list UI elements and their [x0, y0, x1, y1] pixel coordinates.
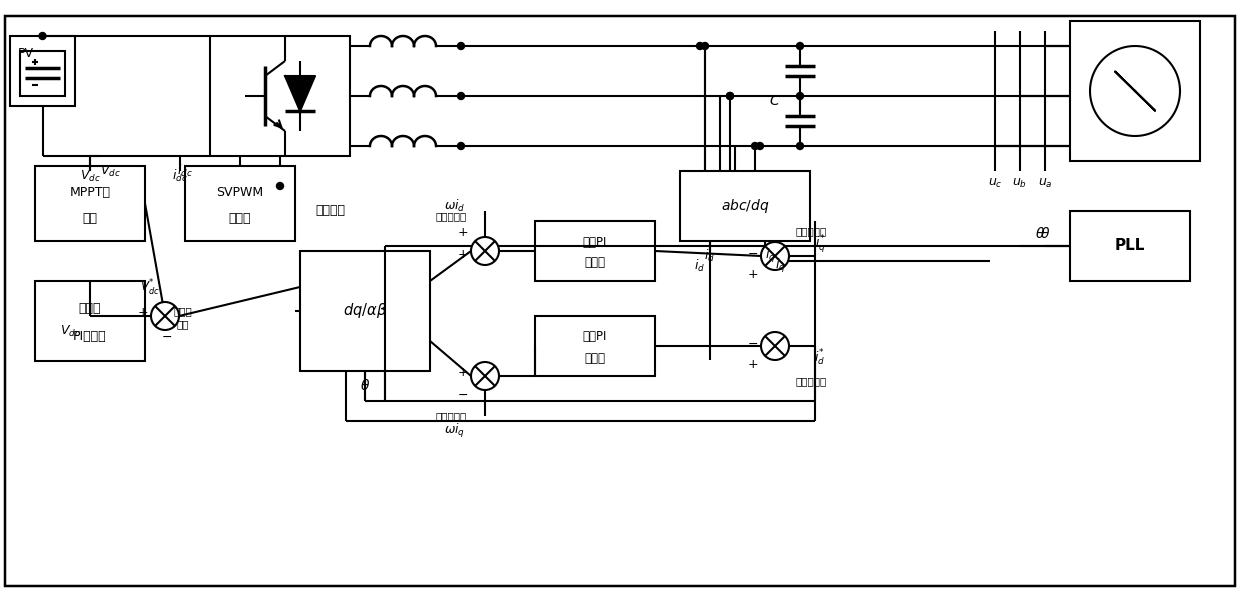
Text: 法器: 法器	[177, 319, 190, 329]
Text: 第四加法器: 第四加法器	[795, 226, 826, 236]
Text: $i_d$: $i_d$	[694, 258, 706, 274]
Text: 抗饱和: 抗饱和	[79, 302, 102, 315]
Text: 第一加: 第一加	[174, 306, 192, 316]
Text: 第五加法器: 第五加法器	[435, 211, 466, 221]
Bar	[210, 36, 350, 156]
Text: 第一PI: 第一PI	[583, 330, 608, 344]
Text: $dq/\alpha\beta$: $dq/\alpha\beta$	[343, 302, 387, 320]
Text: PI控制器: PI控制器	[73, 330, 107, 344]
Text: PLL: PLL	[1115, 238, 1146, 253]
Bar	[35, 166, 145, 241]
Text: $i_q^{*}$: $i_q^{*}$	[815, 233, 826, 255]
Text: 第二加法器: 第二加法器	[795, 376, 826, 386]
Text: $\omega i_q$: $\omega i_q$	[444, 422, 465, 440]
Bar	[534, 221, 655, 281]
Circle shape	[761, 242, 789, 270]
Text: $abc/dq$: $abc/dq$	[720, 197, 769, 215]
Text: $C$: $C$	[769, 94, 781, 108]
Circle shape	[751, 143, 759, 149]
Text: $V_{dc}$: $V_{dc}$	[79, 169, 100, 184]
Circle shape	[471, 237, 498, 265]
Text: MPPT控: MPPT控	[69, 186, 110, 199]
Circle shape	[471, 362, 498, 390]
Text: $i_{dc}$: $i_{dc}$	[177, 163, 193, 179]
Text: $\theta$: $\theta$	[1035, 226, 1045, 241]
Circle shape	[756, 143, 764, 149]
Bar	[680, 171, 810, 241]
Text: 制器: 制器	[83, 212, 98, 225]
Text: $\omega i_d$: $\omega i_d$	[444, 198, 466, 214]
Circle shape	[697, 43, 703, 49]
Text: $i_{dc}$: $i_{dc}$	[172, 168, 187, 184]
Text: +: +	[458, 367, 469, 379]
Text: 第三加法器: 第三加法器	[435, 411, 466, 421]
Text: $-$: $-$	[161, 329, 172, 343]
Text: $i_q$: $i_q$	[765, 247, 775, 265]
Text: $V_{dc}^{*}$: $V_{dc}^{*}$	[140, 278, 160, 298]
Text: $-$: $-$	[458, 388, 469, 400]
Circle shape	[38, 33, 46, 40]
Text: $\theta$: $\theta$	[1040, 226, 1050, 241]
Text: $i_d$: $i_d$	[704, 248, 715, 264]
Text: $-$: $-$	[748, 246, 759, 259]
Circle shape	[796, 143, 804, 149]
Circle shape	[702, 43, 708, 49]
Text: 调制器: 调制器	[228, 212, 252, 225]
Bar	[20, 51, 64, 96]
Text: $i_d^{*}$: $i_d^{*}$	[815, 348, 826, 368]
Text: 控制器: 控制器	[584, 352, 605, 364]
Text: 第二PI: 第二PI	[583, 235, 608, 249]
Bar	[35, 281, 145, 361]
Text: +: +	[748, 358, 759, 370]
Text: 驱动信号: 驱动信号	[315, 205, 345, 217]
Circle shape	[796, 93, 804, 99]
Text: $V_{dc}$: $V_{dc}$	[99, 164, 120, 179]
Circle shape	[277, 182, 284, 190]
Bar	[185, 166, 295, 241]
Text: $V_{dc}$: $V_{dc}$	[60, 323, 81, 338]
Circle shape	[761, 332, 789, 360]
Circle shape	[458, 43, 465, 49]
Circle shape	[458, 93, 465, 99]
Bar	[1070, 21, 1200, 161]
Bar	[1070, 211, 1190, 281]
Text: $u_c$: $u_c$	[988, 176, 1002, 190]
Polygon shape	[285, 76, 315, 111]
Circle shape	[796, 43, 804, 49]
Text: 控制器: 控制器	[584, 256, 605, 270]
Text: +: +	[138, 306, 149, 320]
Text: +: +	[458, 226, 469, 240]
Bar	[10, 36, 74, 106]
Text: +: +	[458, 247, 469, 261]
Bar	[534, 316, 655, 376]
Circle shape	[727, 93, 734, 99]
Text: $u_b$: $u_b$	[1013, 176, 1028, 190]
Circle shape	[727, 93, 734, 99]
Bar	[300, 251, 430, 371]
Text: $i_q$: $i_q$	[775, 257, 785, 275]
Text: +: +	[748, 267, 759, 281]
Circle shape	[151, 302, 179, 330]
Text: $u_a$: $u_a$	[1038, 176, 1053, 190]
Text: SVPWM: SVPWM	[217, 186, 264, 199]
Text: PV: PV	[19, 47, 33, 60]
Text: $\theta$: $\theta$	[360, 379, 370, 394]
Text: $-$: $-$	[748, 337, 759, 350]
Circle shape	[458, 143, 465, 149]
